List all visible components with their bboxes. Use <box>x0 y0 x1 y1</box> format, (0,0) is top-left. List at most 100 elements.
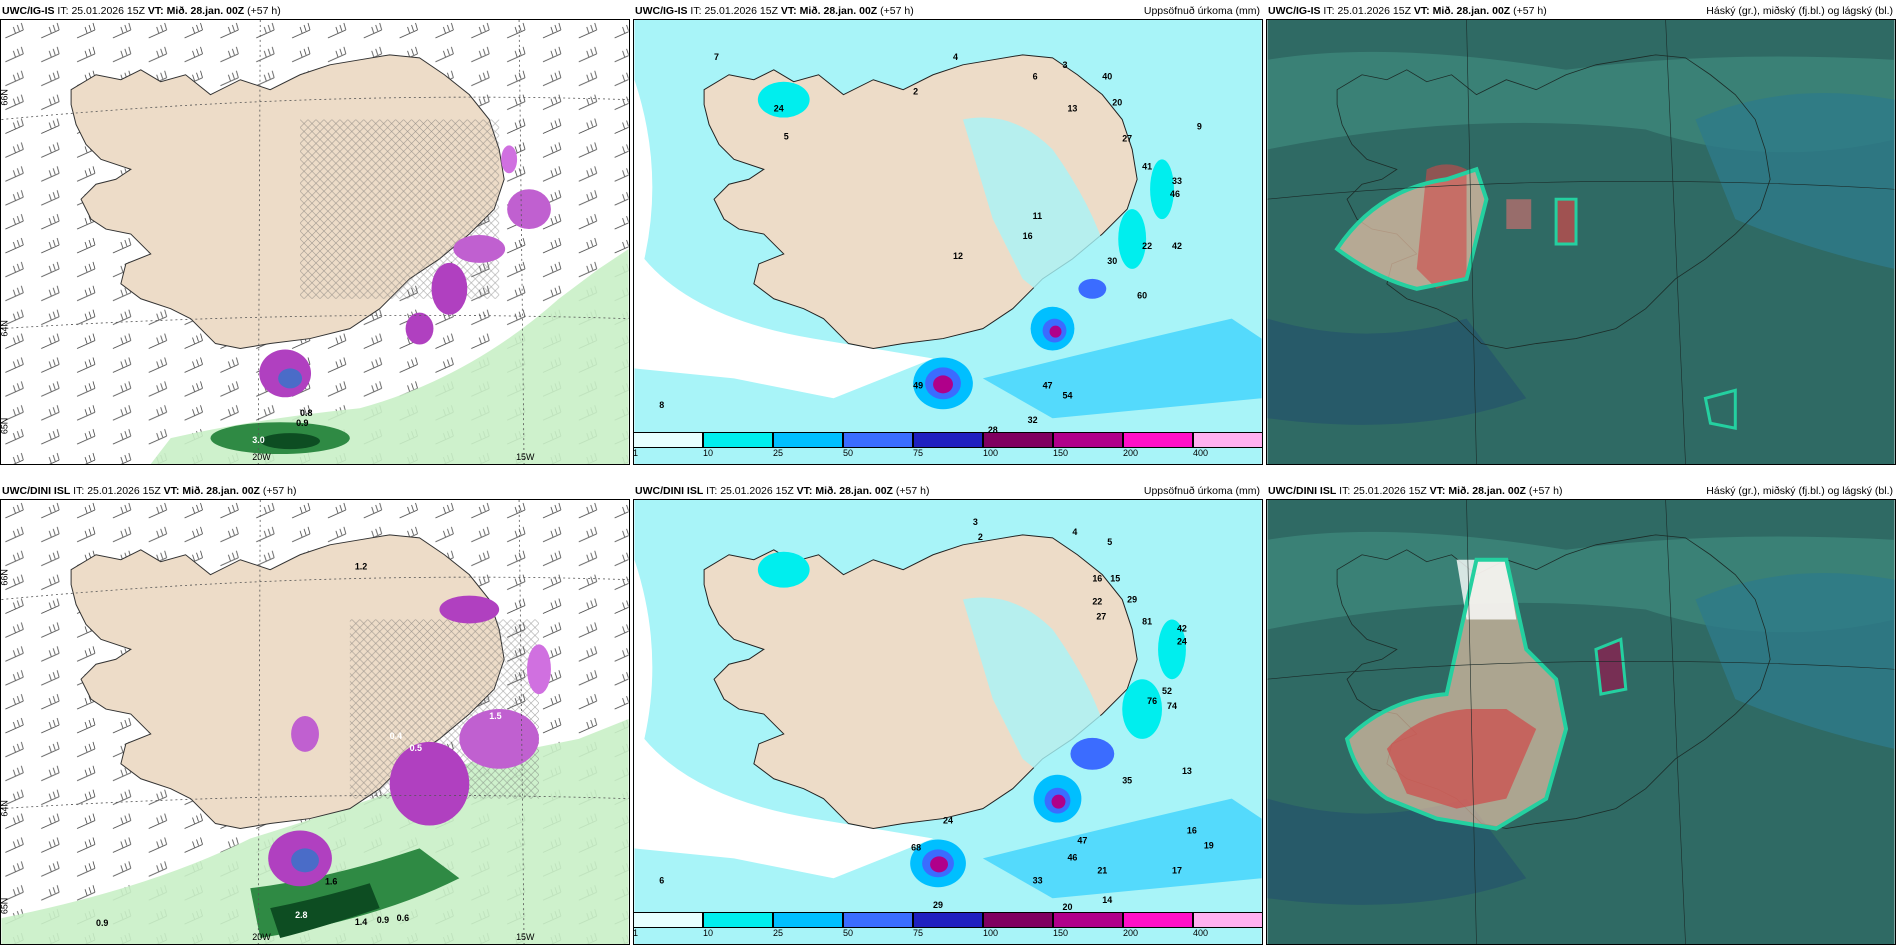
colorbar-labels: 1 10 25 50 75 100 150 200 400 <box>633 448 1263 460</box>
value-label: 46 <box>1170 189 1180 199</box>
value-label: 16 <box>1023 231 1033 241</box>
lat-label: 65N <box>0 418 9 434</box>
colorbar-tick-label: 150 <box>1053 448 1069 458</box>
colorbar-tick-label: 75 <box>913 448 924 458</box>
wind-precip-map[interactable]: 66N 64N 65N 20W 15W 1.2 0.4 0.5 1.5 1.6 … <box>0 499 630 945</box>
value-label: 0.6 <box>397 913 409 923</box>
value-label: 46 <box>1067 852 1077 862</box>
colorbar <box>633 912 1263 928</box>
wind-precip-map[interactable]: 66N 64N 65N 20W 15W 0.8 0.9 3.0 <box>0 19 630 465</box>
value-label: 1.4 <box>355 917 367 927</box>
colorbar-swatch <box>983 432 1053 448</box>
colorbar-tick-label: 100 <box>983 448 999 458</box>
lon-label: 15W <box>516 932 535 942</box>
colorbar-tick-label: 200 <box>1123 448 1139 458</box>
panel-top-mid: UWC/IG-IS IT: 25.01.2026 15Z VT: Mið. 28… <box>633 0 1263 465</box>
lat-label: 66N <box>0 569 9 585</box>
value-label: 32 <box>1028 415 1038 425</box>
cloud-cover-map[interactable] <box>1266 19 1896 465</box>
value-label: 14 <box>1102 895 1112 905</box>
value-label: 22 <box>1092 597 1102 607</box>
lon-label: 20W <box>252 452 271 462</box>
colorbar-tick-label: 100 <box>983 928 999 938</box>
value-label: 9 <box>1197 122 1202 132</box>
value-label: 0.8 <box>300 408 312 418</box>
value-label: 33 <box>1172 176 1182 186</box>
accumulated-precip-map[interactable]: 3 2 4 5 16 15 22 29 27 81 42 24 76 52 74… <box>633 499 1263 945</box>
value-label: 27 <box>1096 611 1106 621</box>
value-label: 0.9 <box>296 418 308 428</box>
lon-label: 20W <box>252 932 271 942</box>
value-label: 29 <box>1127 595 1137 605</box>
value-label: 13 <box>1182 766 1192 776</box>
colorbar-tick-label: 25 <box>773 928 784 938</box>
value-label: 33 <box>1033 875 1043 885</box>
value-label: 6 <box>659 875 664 885</box>
colorbar-tick-label: 50 <box>843 928 854 938</box>
colorbar <box>633 432 1263 448</box>
value-label: 8 <box>659 400 664 410</box>
value-label: 0.4 <box>390 731 402 741</box>
lon-label: 15W <box>516 452 535 462</box>
value-label: 52 <box>1162 686 1172 696</box>
value-label: 20 <box>1062 902 1072 912</box>
colorbar-tick-label: 1 <box>633 928 639 938</box>
value-label: 0.9 <box>96 918 108 928</box>
value-label: 6 <box>1033 72 1038 82</box>
panel-bottom-left: UWC/DINI ISL IT: 25.01.2026 15Z VT: Mið.… <box>0 480 630 945</box>
lat-label: 64N <box>0 320 9 336</box>
value-label: 15 <box>1110 574 1120 584</box>
colorbar-swatch <box>913 432 983 448</box>
colorbar-tick-label: 150 <box>1053 928 1069 938</box>
value-label: 4 <box>1072 527 1077 537</box>
value-label: 49 <box>913 380 923 390</box>
colorbar-tick-label: 400 <box>1193 448 1209 458</box>
panel-top-left: UWC/IG-IS IT: 25.01.2026 15Z VT: Mið. 28… <box>0 0 630 465</box>
value-label: 21 <box>1097 865 1107 875</box>
value-label: 1.2 <box>355 562 367 572</box>
value-label: 24 <box>774 104 784 114</box>
value-label: 54 <box>1062 390 1072 400</box>
accumulated-precip-map[interactable]: 7 2 4 6 3 9 13 20 24 27 41 33 46 42 22 3… <box>633 19 1263 465</box>
value-label: 35 <box>1122 776 1132 786</box>
panel-title: UWC/DINI ISL IT: 25.01.2026 15Z VT: Mið.… <box>1268 485 1563 497</box>
panel-title: UWC/IG-IS IT: 25.01.2026 15Z VT: Mið. 28… <box>1268 5 1547 17</box>
value-label: 3.0 <box>252 435 264 445</box>
colorbar-swatch <box>1123 912 1193 928</box>
colorbar-tick-label: 1 <box>633 448 639 458</box>
value-label: 2 <box>978 532 983 542</box>
panel-title: UWC/DINI ISL IT: 25.01.2026 15Z VT: Mið.… <box>2 485 297 497</box>
cloud-cover-map[interactable] <box>1266 499 1896 945</box>
value-label: 47 <box>1043 380 1053 390</box>
value-label: 30 <box>1107 256 1117 266</box>
colorbar-swatch <box>843 432 913 448</box>
value-label: 20 <box>1112 98 1122 108</box>
panel-title: UWC/IG-IS IT: 25.01.2026 15Z VT: Mið. 28… <box>635 5 914 17</box>
value-label: 22 <box>1142 241 1152 251</box>
colorbar-labels: 1 10 25 50 75 100 150 200 400 <box>633 928 1263 940</box>
value-label: 27 <box>1122 133 1132 143</box>
value-label: 29 <box>933 900 943 910</box>
colorbar-swatch <box>1123 432 1193 448</box>
colorbar-swatch <box>633 432 703 448</box>
colorbar-tick-label: 10 <box>703 928 714 938</box>
value-label: 68 <box>911 842 921 852</box>
value-label: 0.5 <box>410 743 422 753</box>
colorbar-swatch <box>1053 912 1123 928</box>
lat-label: 64N <box>0 800 9 816</box>
value-label: 76 <box>1147 696 1157 706</box>
value-label: 3 <box>1062 60 1067 70</box>
panel-title: UWC/DINI ISL IT: 25.01.2026 15Z VT: Mið.… <box>635 485 930 497</box>
lat-label: 65N <box>0 898 9 914</box>
colorbar-swatch <box>843 912 913 928</box>
colorbar-tick-label: 50 <box>843 448 854 458</box>
colorbar-swatch <box>703 432 773 448</box>
value-label: 28 <box>988 425 998 435</box>
colorbar-swatch <box>1193 912 1263 928</box>
value-label: 40 <box>1102 72 1112 82</box>
value-label: 19 <box>1204 840 1214 850</box>
panel-bottom-right: UWC/DINI ISL IT: 25.01.2026 15Z VT: Mið.… <box>1266 480 1896 945</box>
panel-subtitle: Háský (gr.), miðský (fj.bl.) og lágský (… <box>1706 5 1893 17</box>
colorbar-tick-label: 10 <box>703 448 714 458</box>
value-label: 7 <box>714 52 719 62</box>
